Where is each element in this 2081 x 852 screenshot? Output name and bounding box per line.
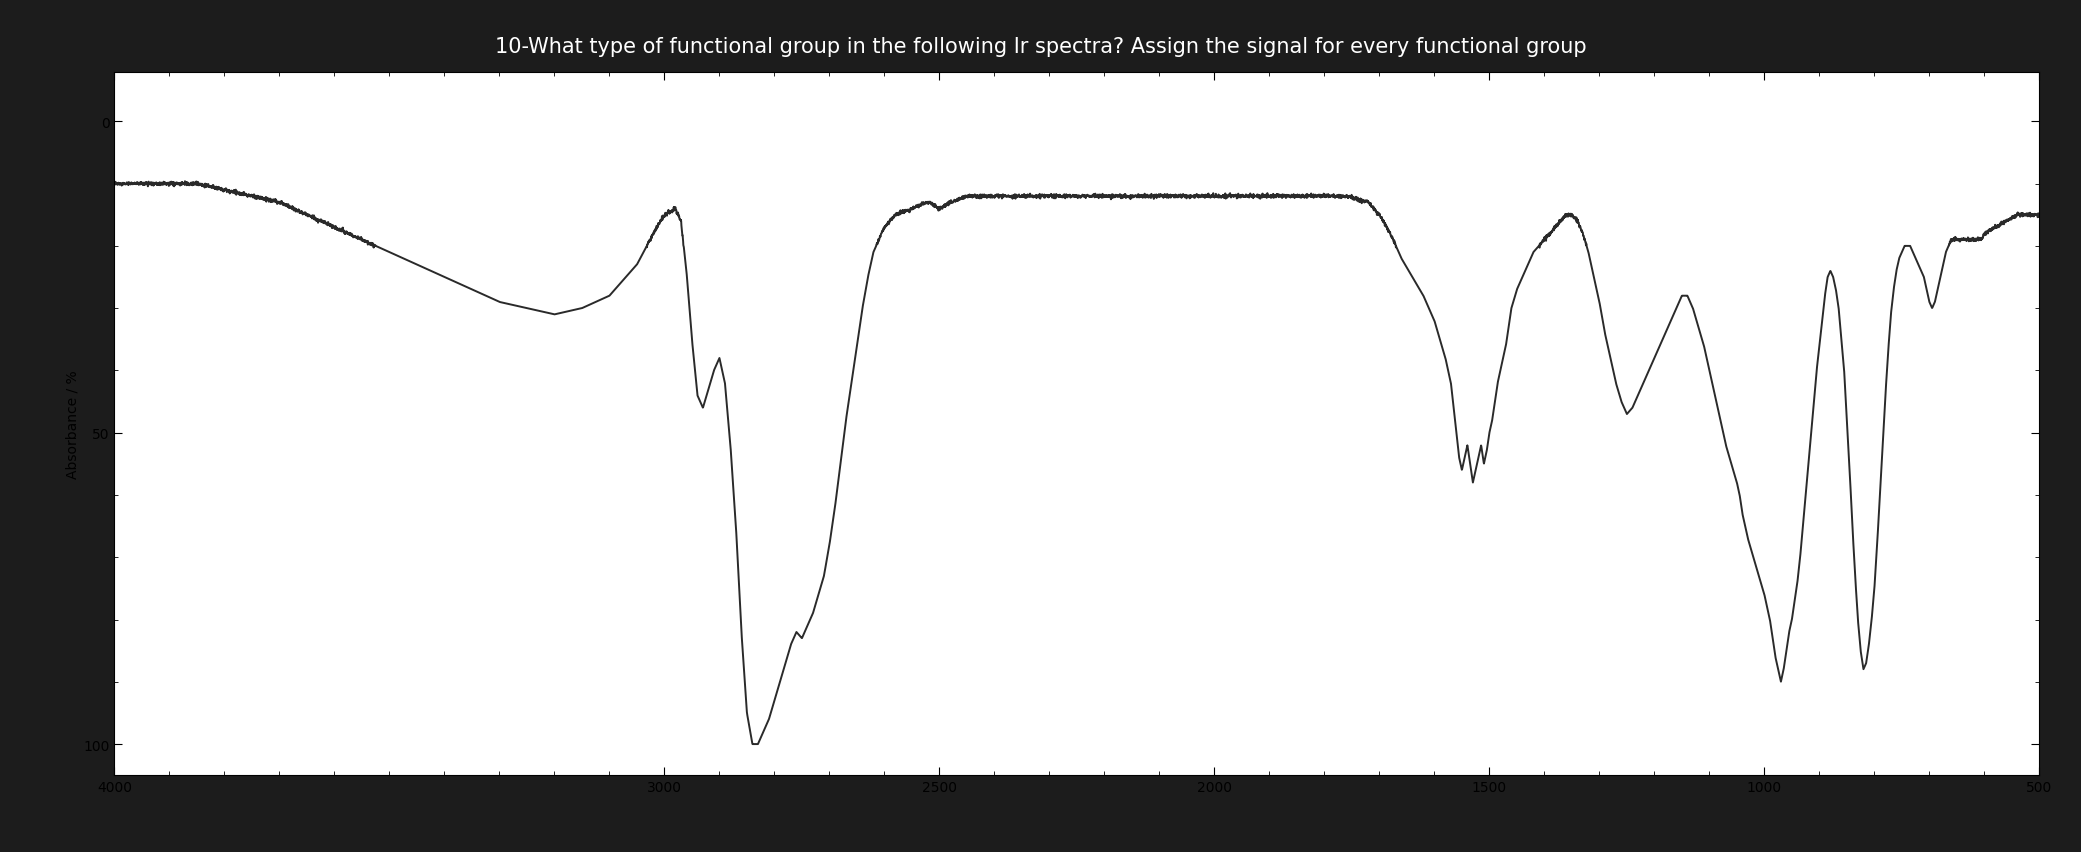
Y-axis label: Absorbance / %: Absorbance / % <box>65 370 79 478</box>
Text: 10-What type of functional group in the following Ir spectra? Assign the signal : 10-What type of functional group in the … <box>495 37 1586 57</box>
